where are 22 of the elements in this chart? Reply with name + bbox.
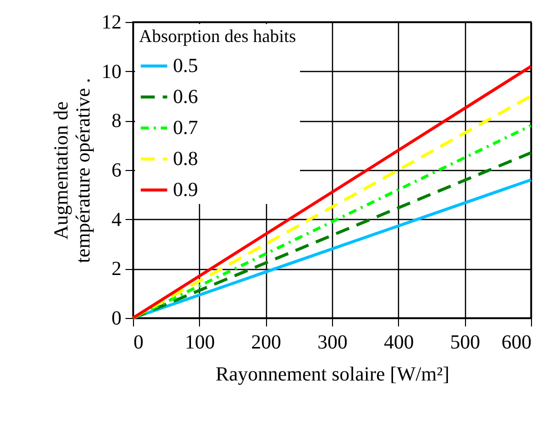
y-tick-label: 12 bbox=[102, 12, 122, 34]
y-tick-label: 0 bbox=[112, 308, 122, 330]
x-tick-label: 100 bbox=[184, 332, 215, 354]
y-tick-label: 8 bbox=[112, 110, 122, 132]
legend-title: Absorption des habits bbox=[139, 26, 296, 46]
y-tick-label: 4 bbox=[112, 208, 122, 231]
y-axis-title: Augmentation de température opérative . bbox=[50, 78, 94, 263]
legend-label: 0.9 bbox=[173, 179, 198, 201]
legend-label: 0.7 bbox=[173, 117, 198, 139]
x-axis-title: Rayonnement solaire [W/m²] bbox=[216, 364, 450, 386]
x-tick-label: 600 bbox=[502, 332, 532, 354]
x-tick-label: 0 bbox=[134, 332, 144, 354]
x-tick-label: 200 bbox=[251, 332, 282, 354]
legend-label: 0.8 bbox=[173, 148, 198, 170]
x-tick-label: 300 bbox=[318, 332, 348, 354]
y-tick-label: 10 bbox=[102, 60, 122, 83]
legend-label: 0.6 bbox=[173, 86, 198, 108]
legend-label: 0.5 bbox=[173, 55, 198, 77]
y-tick-label: 6 bbox=[112, 160, 122, 182]
x-tick-label: 400 bbox=[384, 332, 414, 354]
x-tick-label: 500 bbox=[450, 332, 480, 354]
y-tick-label: 2 bbox=[112, 258, 122, 280]
